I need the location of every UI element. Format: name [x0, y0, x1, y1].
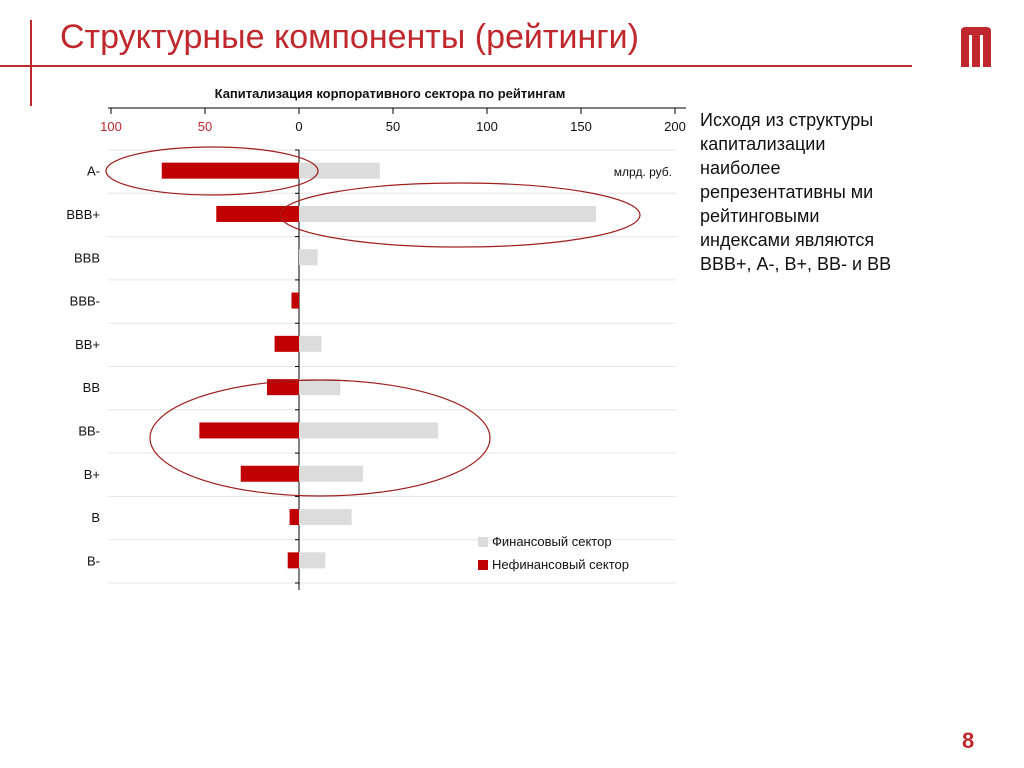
x-tick-label: 150 — [570, 119, 592, 134]
header-horizontal-rule — [0, 65, 912, 67]
x-tick-label: 50 — [198, 119, 212, 134]
page-title: Структурные компоненты (рейтинги) — [60, 18, 639, 56]
x-tick-label: 200 — [664, 119, 686, 134]
category-label: ВВВ+ — [66, 207, 100, 222]
x-tick-label: 100 — [100, 119, 122, 134]
chart-title: Капитализация корпоративного сектора по … — [215, 86, 566, 101]
legend-swatch — [478, 537, 488, 547]
legend-label: Финансовый сектор — [492, 534, 612, 549]
bar-nonfinancial — [274, 335, 299, 352]
bar-nonfinancial — [240, 465, 299, 482]
bar-nonfinancial — [199, 422, 299, 439]
highlight-ellipse — [279, 182, 641, 248]
category-label: ВВ- — [78, 423, 100, 438]
bar-financial — [299, 509, 352, 526]
bar-financial — [299, 205, 597, 222]
conclusion-text: Исходя из структуры капитализации наибол… — [700, 110, 892, 274]
x-tick-label: 50 — [386, 119, 400, 134]
bar-financial — [299, 249, 318, 266]
highlight-ellipse — [105, 146, 319, 196]
category-label: ВВ — [83, 380, 100, 395]
x-tick-label: 100 — [476, 119, 498, 134]
x-tick-label: 0 — [295, 119, 302, 134]
category-label: ВВВ- — [70, 294, 100, 309]
bar-nonfinancial — [161, 162, 299, 179]
bar-financial — [299, 162, 380, 179]
bar-nonfinancial — [289, 509, 299, 526]
unit-label: млрд. руб. — [614, 165, 672, 179]
category-label: ВВВ — [74, 250, 100, 265]
brand-m-logo-shape — [961, 27, 991, 67]
bar-financial — [299, 465, 363, 482]
bar-financial — [299, 552, 326, 569]
category-label: В — [91, 510, 100, 525]
bar-nonfinancial — [291, 292, 299, 309]
highlight-ellipse — [149, 379, 491, 497]
bar-nonfinancial — [267, 379, 299, 396]
bar-nonfinancial — [216, 205, 299, 222]
category-label: А- — [87, 164, 100, 179]
brand-m-logo — [961, 27, 991, 67]
page-number: 8 — [962, 728, 975, 753]
category-label: В+ — [84, 467, 100, 482]
bar-financial — [299, 422, 439, 439]
header-vertical-rule — [30, 20, 32, 106]
bar-financial — [299, 335, 322, 352]
category-label: В- — [87, 553, 100, 568]
legend-label: Нефинансовый сектор — [492, 557, 629, 572]
category-label: ВВ+ — [75, 337, 100, 352]
bar-nonfinancial — [287, 552, 299, 569]
legend-swatch — [478, 560, 488, 570]
bar-financial — [299, 379, 341, 396]
